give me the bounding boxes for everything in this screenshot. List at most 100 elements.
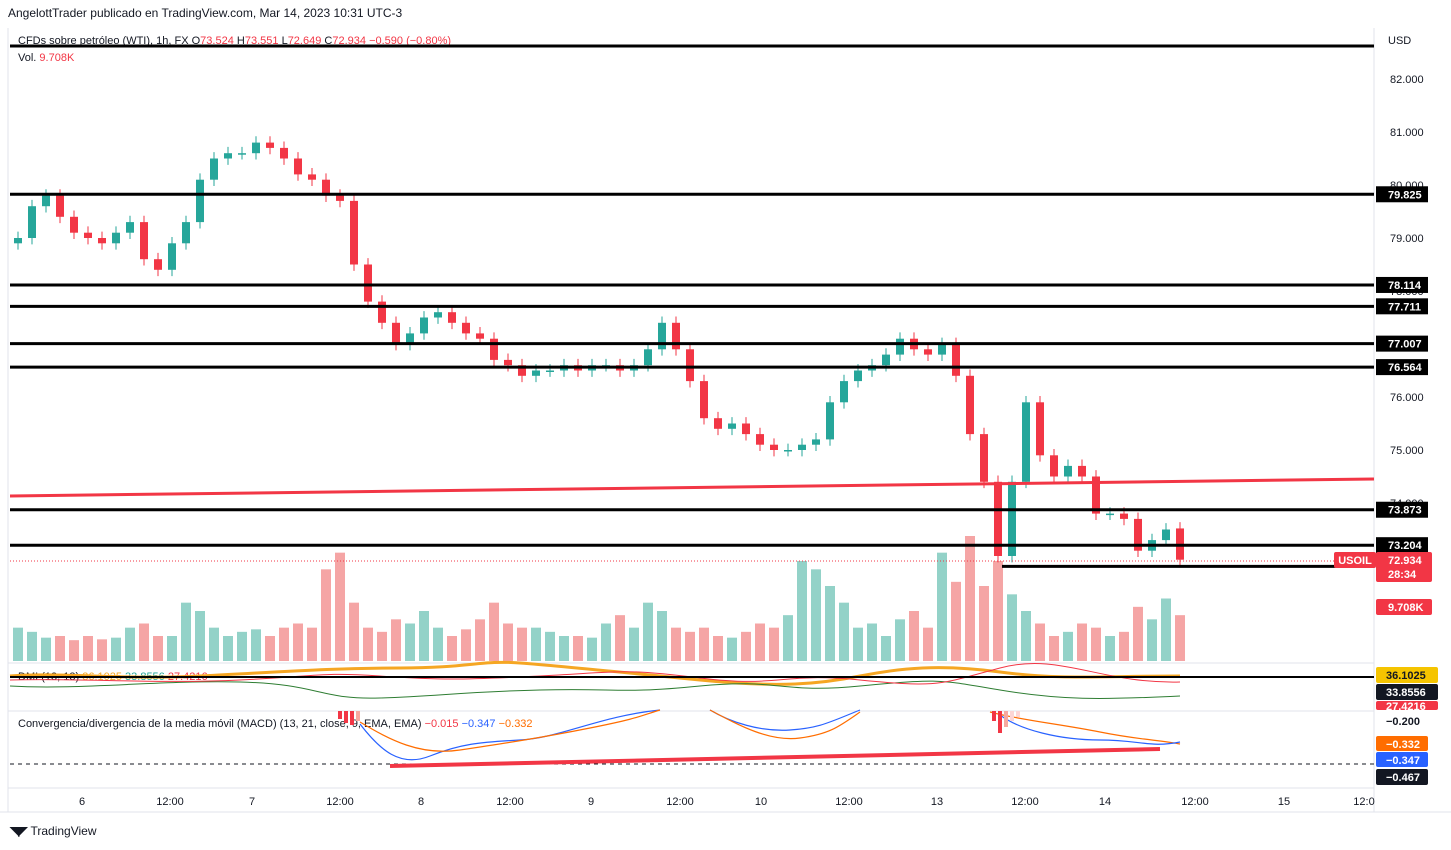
volume-bar [1119,631,1129,661]
volume-tag-value: 9.708K [1388,602,1424,614]
macd-title[interactable]: Convergencia/divergencia de la media móv… [18,718,422,730]
close-label: C [324,35,333,47]
volume-bar [797,561,807,661]
macd-hist-bar [992,711,996,721]
usoil-price-tag: USOIL 72.934 28:34 9.708K [1334,552,1432,615]
candle-body [112,232,120,244]
dmi-lines [9,660,1181,699]
volume-bar [531,627,541,661]
volume-bar [811,569,821,661]
level-tag-bg [1376,335,1428,352]
candle-body [1092,476,1100,514]
volume-bar [867,623,877,661]
volume-bar [685,631,695,661]
macd-hist-bar [350,711,354,725]
price-trendline[interactable] [9,477,1375,498]
volume-bar [181,602,191,661]
volume-bar [111,637,121,661]
candle-body [924,349,932,355]
candle-body [84,232,92,238]
price-axis-label: 76.000 [1390,392,1424,404]
volume-bar [671,627,681,661]
time-axis-label: 10 [755,796,767,808]
time-axis-label: 14 [1099,796,1111,808]
candle-body [378,301,386,323]
level-tag-bg [1376,186,1428,203]
publisher-line: AngelottTrader publicado en TradingView.… [8,6,403,20]
level-tag: 73.873 [1388,505,1422,517]
volume-bar [1175,615,1185,661]
volume-bar [881,636,891,661]
volume-bar [363,627,373,661]
macd-tag-bg [1376,752,1428,767]
level-tag: 76.564 [1388,362,1423,374]
candle-body [14,238,22,244]
candle-body [686,349,694,382]
volume-bar [1007,594,1017,661]
footer[interactable]: ◥◤ TradingView [10,824,97,838]
level-tag: 73.204 [1388,540,1423,552]
volume-bar [979,586,989,661]
volume-bar [83,636,93,661]
symbol-legend: CFDs sobre petróleo (WTI), 1h, FX O73.52… [18,35,451,47]
time-axis[interactable]: 6 12:00 7 12:00 8 12:00 9 12:00 10 12:00 13 12:00 14… [79,796,1375,808]
volume-bar [909,611,919,661]
volume-bar [657,611,667,661]
low-label: L [281,35,288,47]
volume-bar [419,611,429,661]
volume-bar [335,552,345,661]
low-level-tag: −0.467 [1386,772,1420,784]
level-tag-bg [1376,276,1428,293]
volume-bar [447,636,457,661]
high-label: H [236,35,245,47]
dmi-b-tag: 33.8556 [1386,687,1426,699]
dmi-c-tag: 27.4216 [1386,701,1426,713]
volume-bar [573,636,583,661]
candle-body [392,322,400,344]
volume-bar [727,637,737,661]
di-minus-line [9,663,1181,685]
volume-bar [41,637,51,661]
volume-bar [559,636,569,661]
candle-body [994,481,1002,556]
candle-body [896,338,904,355]
candle-body [952,344,960,376]
volume-bars [13,536,1185,661]
level-tag: 78.114 [1388,280,1422,292]
volume-bar [937,552,947,661]
volume-bar [475,619,485,661]
candle-body [168,243,176,270]
macd-legend: Convergencia/divergencia de la media móv… [18,718,533,730]
signal-tag-bg [1376,736,1428,751]
candle-body [140,222,148,260]
volume-bar [965,536,975,661]
candle-body [672,322,680,350]
level-tag-bg [1376,501,1428,518]
volume-label[interactable]: Vol. [18,52,37,64]
candle-body [1022,402,1030,482]
macd-hist-bar [344,711,348,723]
low-value: 72.649 [287,35,322,47]
volume-bar [825,586,835,661]
candle-body [770,444,778,450]
currency-label[interactable]: USD [1388,35,1412,47]
volume-bar [923,627,933,661]
open-label: O [191,35,201,47]
macd-trendline[interactable] [389,747,1161,768]
macd-hist-bar [1004,711,1008,727]
tradingview-logo-icon: ◥◤ [10,824,27,838]
macd-hist-bar [338,711,342,719]
macd-tag: −0.347 [1386,755,1420,767]
horizontal-levels[interactable] [10,192,1374,568]
symbol-name[interactable]: CFDs sobre petróleo (WTI), 1h, FX [18,35,189,47]
volume-bar [405,623,415,661]
candle-body [420,317,428,334]
candle-body [728,423,736,429]
volume-bar [461,629,471,661]
high-value: 73.551 [244,35,279,47]
candle-body [406,333,414,344]
volume-bar [993,561,1003,661]
volume-bar [1091,627,1101,661]
time-axis-label: 12:00 [1181,796,1209,808]
